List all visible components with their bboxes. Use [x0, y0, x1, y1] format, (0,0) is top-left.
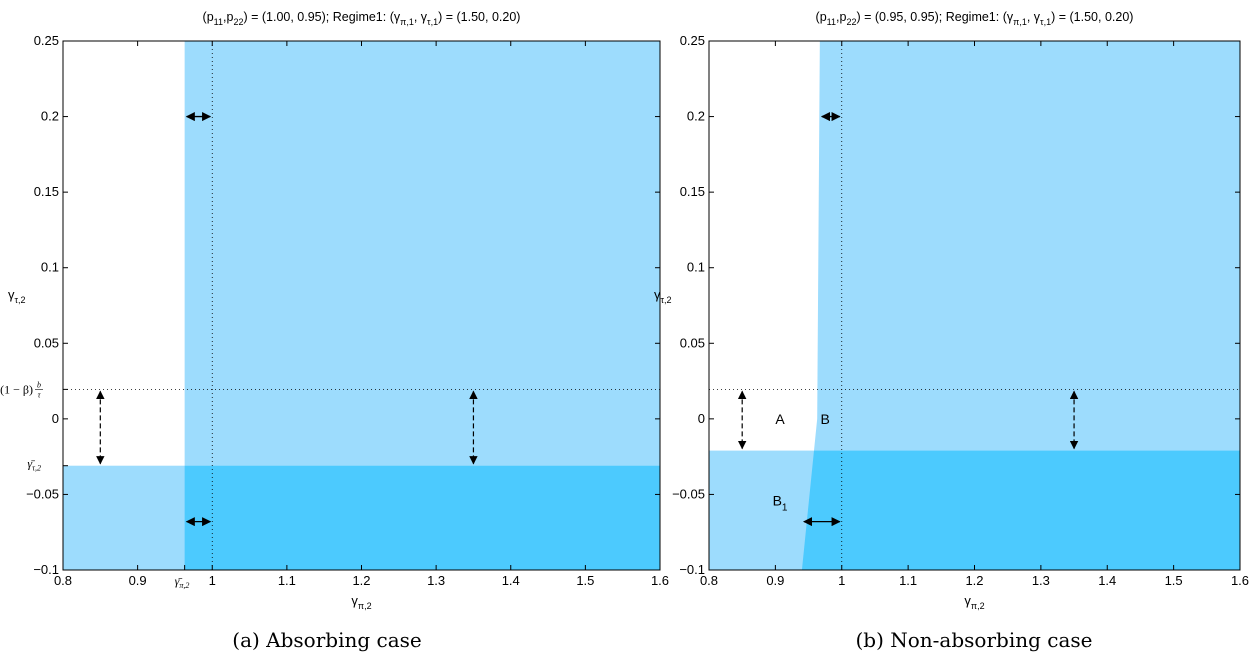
y-tick-label: 0 [52, 411, 59, 426]
y-tick-label: 0.2 [687, 109, 705, 124]
x-tick-label: 1.3 [427, 573, 445, 588]
x-axis-label: γπ,2 [351, 593, 371, 611]
x-tick-label: 1.4 [1098, 573, 1116, 588]
y-tick-label: 0.25 [680, 33, 705, 48]
x-special-tick-label: γ̄π,2 [175, 574, 190, 590]
x-tick-label: 1.3 [1032, 573, 1050, 588]
y-tick-label: 0.05 [34, 335, 59, 350]
y-tick-label: −0.1 [679, 562, 705, 577]
y-tick-label: 0.15 [34, 184, 59, 199]
region-light-right [184, 41, 660, 570]
x-tick-label: 1 [838, 573, 845, 588]
panel-absorbing: 0.8 0.9 1 1.1 1.2 1.3 1.4 1.5 1.6 −0.1 −0.05 0 0.05 0… [0, 10, 669, 652]
y-tick-label: −0.05 [26, 486, 59, 501]
y-tick-label: 0.05 [680, 335, 705, 350]
y-special-tick-label-2: (1 − β) [0, 382, 33, 396]
plot-area [709, 41, 1240, 570]
x-tick-label: 1.1 [278, 573, 296, 588]
x-tick-label: 1.5 [576, 573, 594, 588]
x-tick-label: 1.2 [965, 573, 983, 588]
region-label: B1 [773, 492, 788, 513]
y-tick-label: 0.1 [41, 260, 59, 275]
x-tick-label: 0.8 [54, 573, 72, 588]
y-axis-label: γτ,2 [654, 287, 672, 305]
x-tick-label: 1.6 [1231, 573, 1249, 588]
x-tick-label: 0.8 [700, 573, 718, 588]
x-tick-label: 1.6 [651, 573, 669, 588]
y-special-frac-den: τ [38, 390, 42, 399]
y-special-frac-num: b [37, 380, 41, 389]
x-axis-label: γπ,2 [964, 593, 984, 611]
figure-caption: (a) Absorbing case [232, 628, 421, 652]
panel-non-absorbing: 0.8 0.9 1 1.1 1.2 1.3 1.4 1.5 1.6 −0.1 −0.05 0 0.05 0… [654, 10, 1249, 652]
x-tick-label: 1.5 [1165, 573, 1183, 588]
region-label: A [775, 411, 785, 427]
y-tick-label: 0.25 [34, 33, 59, 48]
x-tick-label: 0.9 [129, 573, 147, 588]
x-tick-label: 1.1 [899, 573, 917, 588]
y-tick-label: 0.2 [41, 109, 59, 124]
figure-caption: (b) Non-absorbing case [855, 628, 1092, 652]
y-tick-label: −0.1 [33, 562, 59, 577]
y-tick-label: 0.15 [680, 184, 705, 199]
x-tick-label: 0.9 [766, 573, 784, 588]
y-special-tick-label: γ̄τ,2 [27, 457, 41, 473]
region-light-right [801, 41, 1240, 570]
y-tick-label: 0.1 [687, 260, 705, 275]
chart-title: (p11,p22) = (0.95, 0.95); Regime1: (γπ,1… [816, 10, 1134, 27]
chart-title: (p11,p22) = (1.00, 0.95); Regime1: (γπ,1… [203, 10, 521, 27]
region-label: B [820, 411, 829, 427]
y-tick-label: 0 [698, 411, 705, 426]
x-tick-label: 1.2 [352, 573, 370, 588]
y-axis-label: γτ,2 [8, 287, 26, 305]
plot-area [63, 41, 660, 570]
region-dark [801, 450, 1240, 570]
y-tick-label: −0.05 [672, 486, 705, 501]
region-dark [184, 465, 660, 570]
x-tick-label: 1 [209, 573, 216, 588]
x-tick-label: 1.4 [502, 573, 520, 588]
